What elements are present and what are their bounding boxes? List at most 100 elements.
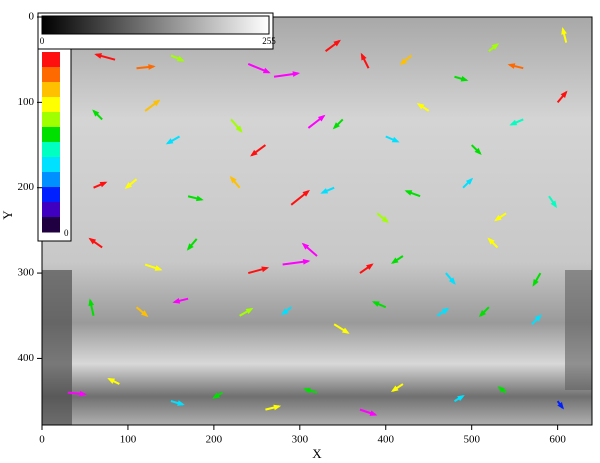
y-tick-label: 100 [18,96,35,108]
vector [124,178,138,189]
vector-head [303,387,311,394]
vector [453,394,465,402]
vector [532,272,542,287]
vector-head [79,390,87,397]
vector-head [99,181,108,188]
color-swatch [42,67,60,83]
vector-head [416,102,425,110]
vector-head [302,258,311,265]
vector [265,404,282,411]
vector [478,306,490,318]
vector [93,181,108,189]
vector-head [154,265,163,271]
vector-head [273,404,282,411]
x-tick-label: 200 [206,434,223,446]
x-axis-title: X [312,446,322,461]
vector [487,237,499,249]
vector [556,90,568,103]
vector [399,54,413,66]
vector-head [124,182,133,189]
color-swatch [42,82,60,98]
vector [359,408,378,416]
vector-head [509,119,518,126]
vector [509,118,524,126]
colorbar-label: 255 [262,36,276,46]
vector [172,297,189,304]
vector [186,238,198,251]
vector-head [478,309,487,318]
vectors [67,27,568,416]
vector [531,314,542,325]
vector-head [457,394,465,402]
y-tick-label: 300 [18,267,35,279]
vector [462,177,474,189]
vector-head [441,307,450,315]
vector [165,135,180,145]
vector [170,54,185,62]
vector-head [561,27,567,35]
y-tick-label: 400 [18,352,35,364]
vector [385,135,400,143]
x-tick-label: 300 [292,434,309,446]
vector-head [391,136,400,143]
vector-head [88,298,95,307]
vector-head [94,53,102,59]
vector [436,307,450,317]
vector [303,387,318,394]
dark-region [42,270,72,425]
vector [360,52,370,69]
vector [488,43,500,52]
vector [320,186,335,194]
x-tick-label: 100 [120,434,137,446]
vector-head [317,114,326,122]
colorbar-label: 0 [64,228,69,238]
vector [470,144,482,155]
vector [454,75,469,82]
vector [281,306,292,316]
vector [359,263,374,274]
vector-head [148,64,156,70]
vector [390,383,404,392]
vector [445,272,456,285]
vector-head [292,71,301,77]
vector-head [381,216,390,224]
vector-head [399,58,408,66]
vector-head [557,401,564,410]
vector [107,378,120,385]
vector-head [196,195,204,202]
vector-head [448,277,456,285]
vector [136,64,156,70]
vector [494,212,507,222]
y-axis-title: Y [0,210,15,220]
vector-head [229,175,237,184]
vector-head [186,243,194,251]
vector [135,306,149,318]
vector [92,109,103,121]
vector [144,263,163,271]
vector-head [320,188,329,194]
vector [333,323,350,334]
vector-head [333,39,341,47]
color-swatch [42,172,60,188]
vector [230,118,243,133]
background-image [42,17,592,425]
vector-head [281,308,289,316]
vector [416,102,430,112]
vector-head [560,90,568,98]
vector-head [92,109,100,117]
x-tick-label: 600 [549,434,566,446]
vector-head [262,67,271,74]
vector [170,400,185,406]
vector [371,301,387,309]
vector-head [491,43,500,50]
vector [497,386,507,394]
vector-head [371,301,380,307]
vector [404,190,421,198]
vector [376,212,390,224]
vector-head [390,257,399,264]
color-swatch [42,187,60,203]
x-tick-label: 400 [378,434,395,446]
vector-head [177,400,185,406]
color-swatch [42,127,60,143]
